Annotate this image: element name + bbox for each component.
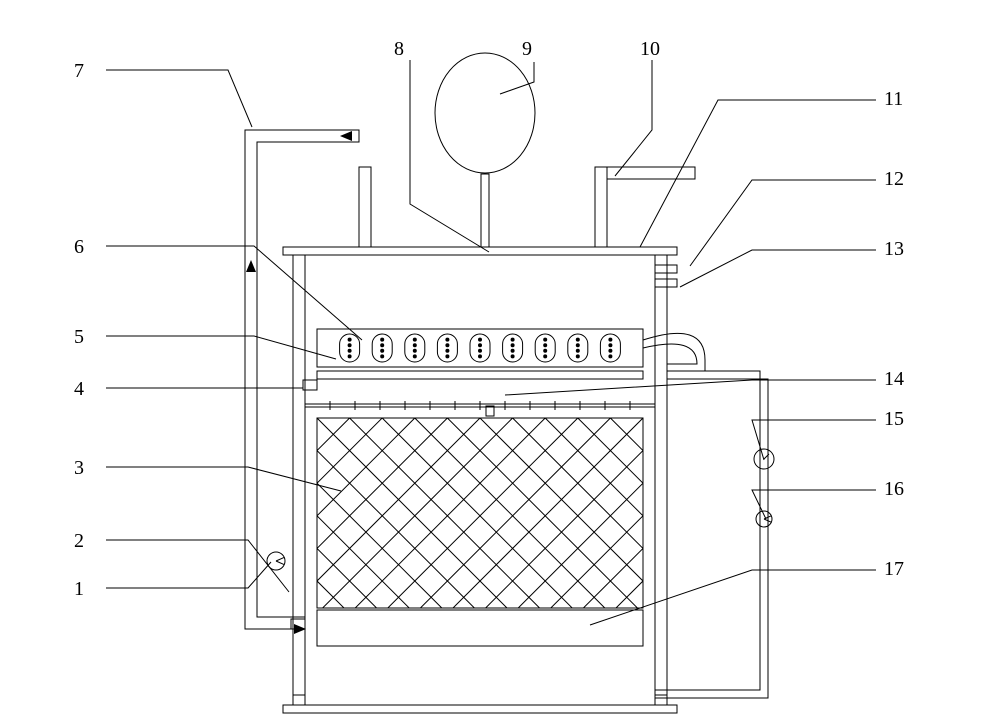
label-12: 12 (884, 168, 904, 190)
label-8: 8 (394, 38, 404, 60)
label-16: 16 (884, 478, 904, 500)
label-10: 10 (640, 38, 660, 60)
label-15: 15 (884, 408, 904, 430)
label-14: 14 (884, 368, 904, 390)
label-13: 13 (884, 238, 904, 260)
label-2: 2 (74, 530, 84, 552)
label-17: 17 (884, 558, 904, 580)
label-5: 5 (74, 326, 84, 348)
label-11: 11 (884, 88, 903, 110)
label-7: 7 (74, 60, 84, 82)
label-3: 3 (74, 457, 84, 479)
label-4: 4 (74, 378, 84, 400)
label-9: 9 (522, 38, 532, 60)
label-1: 1 (74, 578, 84, 600)
label-6: 6 (74, 236, 84, 258)
